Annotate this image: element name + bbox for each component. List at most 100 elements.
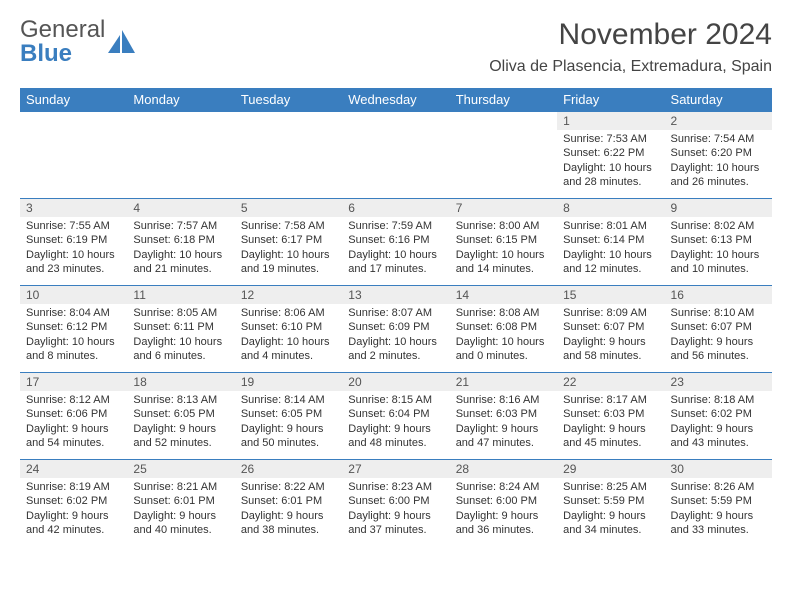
sunset-text: Sunset: 6:00 PM	[348, 494, 443, 508]
sunset-text: Sunset: 6:15 PM	[456, 233, 551, 247]
day-details: Sunrise: 8:23 AMSunset: 6:00 PMDaylight:…	[342, 478, 449, 541]
daylight-text: Daylight: 10 hours and 10 minutes.	[671, 248, 766, 277]
day-details: Sunrise: 7:57 AMSunset: 6:18 PMDaylight:…	[127, 217, 234, 280]
sunrise-text: Sunrise: 8:24 AM	[456, 480, 551, 494]
day-number: 24	[20, 460, 127, 478]
daylight-text: Daylight: 10 hours and 21 minutes.	[133, 248, 228, 277]
sunset-text: Sunset: 6:14 PM	[563, 233, 658, 247]
day-number: 16	[665, 286, 772, 304]
sunset-text: Sunset: 6:07 PM	[563, 320, 658, 334]
daylight-text: Daylight: 9 hours and 37 minutes.	[348, 509, 443, 538]
day-number: 4	[127, 199, 234, 217]
calendar-row: 10Sunrise: 8:04 AMSunset: 6:12 PMDayligh…	[20, 286, 772, 373]
daylight-text: Daylight: 9 hours and 48 minutes.	[348, 422, 443, 451]
day-header-row: Sunday Monday Tuesday Wednesday Thursday…	[20, 88, 772, 112]
sunset-text: Sunset: 6:11 PM	[133, 320, 228, 334]
calendar-cell: 4Sunrise: 7:57 AMSunset: 6:18 PMDaylight…	[127, 199, 234, 286]
day-number: 27	[342, 460, 449, 478]
sunset-text: Sunset: 5:59 PM	[563, 494, 658, 508]
daylight-text: Daylight: 10 hours and 8 minutes.	[26, 335, 121, 364]
sunrise-text: Sunrise: 7:57 AM	[133, 219, 228, 233]
calendar-cell: 19Sunrise: 8:14 AMSunset: 6:05 PMDayligh…	[235, 373, 342, 460]
day-number: 12	[235, 286, 342, 304]
day-header: Monday	[127, 88, 234, 112]
day-number: 25	[127, 460, 234, 478]
month-title: November 2024	[489, 18, 772, 52]
sunrise-text: Sunrise: 8:13 AM	[133, 393, 228, 407]
sunset-text: Sunset: 6:05 PM	[133, 407, 228, 421]
day-number: 20	[342, 373, 449, 391]
daylight-text: Daylight: 10 hours and 26 minutes.	[671, 161, 766, 190]
sunrise-text: Sunrise: 8:19 AM	[26, 480, 121, 494]
day-details: Sunrise: 8:19 AMSunset: 6:02 PMDaylight:…	[20, 478, 127, 541]
sunset-text: Sunset: 6:12 PM	[26, 320, 121, 334]
daylight-text: Daylight: 10 hours and 17 minutes.	[348, 248, 443, 277]
calendar-cell: 14Sunrise: 8:08 AMSunset: 6:08 PMDayligh…	[450, 286, 557, 373]
sunrise-text: Sunrise: 8:08 AM	[456, 306, 551, 320]
sail-icon	[108, 29, 136, 55]
calendar-cell: 7Sunrise: 8:00 AMSunset: 6:15 PMDaylight…	[450, 199, 557, 286]
calendar-cell: 13Sunrise: 8:07 AMSunset: 6:09 PMDayligh…	[342, 286, 449, 373]
day-number: 22	[557, 373, 664, 391]
day-details: Sunrise: 8:15 AMSunset: 6:04 PMDaylight:…	[342, 391, 449, 454]
day-header: Thursday	[450, 88, 557, 112]
sunrise-text: Sunrise: 8:06 AM	[241, 306, 336, 320]
day-number: 21	[450, 373, 557, 391]
day-details: Sunrise: 8:13 AMSunset: 6:05 PMDaylight:…	[127, 391, 234, 454]
calendar-row: 17Sunrise: 8:12 AMSunset: 6:06 PMDayligh…	[20, 373, 772, 460]
day-details: Sunrise: 8:00 AMSunset: 6:15 PMDaylight:…	[450, 217, 557, 280]
sunset-text: Sunset: 6:13 PM	[671, 233, 766, 247]
day-number: 14	[450, 286, 557, 304]
sunset-text: Sunset: 6:06 PM	[26, 407, 121, 421]
daylight-text: Daylight: 9 hours and 43 minutes.	[671, 422, 766, 451]
daylight-text: Daylight: 9 hours and 38 minutes.	[241, 509, 336, 538]
calendar-row: 24Sunrise: 8:19 AMSunset: 6:02 PMDayligh…	[20, 460, 772, 547]
daylight-text: Daylight: 9 hours and 56 minutes.	[671, 335, 766, 364]
day-details: Sunrise: 8:07 AMSunset: 6:09 PMDaylight:…	[342, 304, 449, 367]
sunset-text: Sunset: 6:02 PM	[671, 407, 766, 421]
daylight-text: Daylight: 9 hours and 40 minutes.	[133, 509, 228, 538]
daylight-text: Daylight: 10 hours and 2 minutes.	[348, 335, 443, 364]
day-details: Sunrise: 8:05 AMSunset: 6:11 PMDaylight:…	[127, 304, 234, 367]
sunset-text: Sunset: 6:04 PM	[348, 407, 443, 421]
brand-logo: General Blue	[20, 18, 138, 66]
day-number: 28	[450, 460, 557, 478]
day-details: Sunrise: 8:14 AMSunset: 6:05 PMDaylight:…	[235, 391, 342, 454]
day-number: 29	[557, 460, 664, 478]
day-details: Sunrise: 8:01 AMSunset: 6:14 PMDaylight:…	[557, 217, 664, 280]
day-number: 26	[235, 460, 342, 478]
calendar-cell: 1Sunrise: 7:53 AMSunset: 6:22 PMDaylight…	[557, 112, 664, 199]
day-details: Sunrise: 8:09 AMSunset: 6:07 PMDaylight:…	[557, 304, 664, 367]
daylight-text: Daylight: 9 hours and 34 minutes.	[563, 509, 658, 538]
brand-word-2: Blue	[20, 40, 72, 67]
day-number: 3	[20, 199, 127, 217]
calendar-cell: 26Sunrise: 8:22 AMSunset: 6:01 PMDayligh…	[235, 460, 342, 547]
sunrise-text: Sunrise: 7:53 AM	[563, 132, 658, 146]
sunrise-text: Sunrise: 7:54 AM	[671, 132, 766, 146]
daylight-text: Daylight: 10 hours and 14 minutes.	[456, 248, 551, 277]
daylight-text: Daylight: 9 hours and 54 minutes.	[26, 422, 121, 451]
day-number: 9	[665, 199, 772, 217]
sunset-text: Sunset: 6:01 PM	[241, 494, 336, 508]
sunrise-text: Sunrise: 8:23 AM	[348, 480, 443, 494]
calendar-cell: 12Sunrise: 8:06 AMSunset: 6:10 PMDayligh…	[235, 286, 342, 373]
day-details: Sunrise: 7:53 AMSunset: 6:22 PMDaylight:…	[557, 130, 664, 193]
sunset-text: Sunset: 6:08 PM	[456, 320, 551, 334]
day-details: Sunrise: 8:08 AMSunset: 6:08 PMDaylight:…	[450, 304, 557, 367]
calendar-cell: 17Sunrise: 8:12 AMSunset: 6:06 PMDayligh…	[20, 373, 127, 460]
sunrise-text: Sunrise: 7:59 AM	[348, 219, 443, 233]
sunset-text: Sunset: 6:18 PM	[133, 233, 228, 247]
calendar-cell: 22Sunrise: 8:17 AMSunset: 6:03 PMDayligh…	[557, 373, 664, 460]
sunrise-text: Sunrise: 8:09 AM	[563, 306, 658, 320]
daylight-text: Daylight: 9 hours and 42 minutes.	[26, 509, 121, 538]
calendar-cell	[235, 112, 342, 199]
sunset-text: Sunset: 5:59 PM	[671, 494, 766, 508]
calendar-cell: 16Sunrise: 8:10 AMSunset: 6:07 PMDayligh…	[665, 286, 772, 373]
day-details: Sunrise: 8:21 AMSunset: 6:01 PMDaylight:…	[127, 478, 234, 541]
brand-word-1: General	[20, 16, 105, 43]
sunrise-text: Sunrise: 8:07 AM	[348, 306, 443, 320]
day-details: Sunrise: 8:22 AMSunset: 6:01 PMDaylight:…	[235, 478, 342, 541]
calendar-cell: 10Sunrise: 8:04 AMSunset: 6:12 PMDayligh…	[20, 286, 127, 373]
sunrise-text: Sunrise: 7:55 AM	[26, 219, 121, 233]
calendar-body: 1Sunrise: 7:53 AMSunset: 6:22 PMDaylight…	[20, 112, 772, 547]
